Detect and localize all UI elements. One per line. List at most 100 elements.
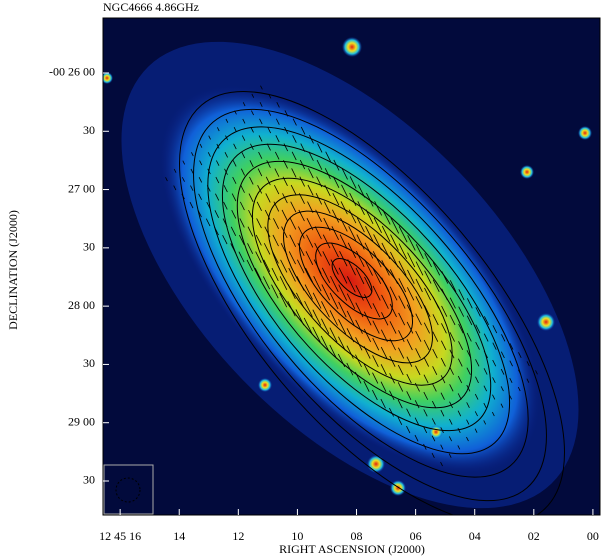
vector bbox=[457, 393, 462, 400]
vector bbox=[475, 376, 479, 384]
vector bbox=[449, 418, 453, 425]
vector bbox=[273, 218, 279, 229]
vector bbox=[365, 226, 374, 242]
vector bbox=[323, 201, 331, 214]
vector bbox=[280, 242, 288, 256]
vector bbox=[475, 324, 481, 334]
vector bbox=[287, 284, 296, 299]
vector bbox=[355, 354, 362, 368]
vector bbox=[233, 127, 237, 132]
vector bbox=[258, 135, 263, 142]
vector bbox=[296, 276, 305, 291]
vector bbox=[240, 185, 245, 193]
x-tick-label: 14 bbox=[173, 529, 185, 543]
vector bbox=[339, 251, 348, 267]
vector bbox=[303, 317, 313, 335]
vector bbox=[432, 383, 437, 392]
vector bbox=[492, 359, 497, 367]
vector bbox=[246, 259, 253, 272]
star bbox=[103, 72, 113, 84]
vector bbox=[457, 410, 462, 417]
vector bbox=[364, 294, 372, 309]
vector bbox=[390, 251, 399, 268]
vector bbox=[509, 360, 513, 367]
vector bbox=[274, 184, 280, 195]
y-tick-label: 30 bbox=[83, 240, 95, 254]
vector bbox=[232, 176, 237, 184]
vector bbox=[199, 143, 203, 148]
vector bbox=[214, 226, 219, 236]
contour bbox=[315, 242, 393, 320]
vector bbox=[390, 234, 399, 251]
vector bbox=[407, 235, 416, 251]
vector bbox=[349, 176, 357, 189]
vector bbox=[264, 226, 271, 238]
vector bbox=[440, 340, 447, 351]
vector bbox=[356, 234, 365, 250]
vector bbox=[389, 321, 397, 334]
vector bbox=[214, 210, 220, 218]
vector bbox=[492, 377, 496, 384]
vector bbox=[492, 325, 498, 334]
star bbox=[578, 126, 592, 140]
vector bbox=[314, 242, 322, 257]
vector bbox=[282, 176, 288, 186]
vector bbox=[373, 217, 382, 233]
vector bbox=[372, 251, 382, 268]
vector bbox=[466, 367, 471, 375]
vector bbox=[366, 192, 374, 207]
vector bbox=[281, 226, 288, 238]
star bbox=[429, 425, 443, 439]
vector bbox=[349, 192, 357, 206]
vector bbox=[397, 399, 403, 409]
vector bbox=[381, 225, 391, 242]
star bbox=[537, 313, 555, 331]
vector bbox=[398, 330, 405, 342]
vector bbox=[297, 226, 305, 239]
vector bbox=[432, 331, 439, 342]
vector bbox=[299, 159, 306, 170]
vector bbox=[256, 201, 262, 211]
vector bbox=[292, 135, 297, 143]
vector bbox=[331, 242, 339, 258]
vector bbox=[474, 411, 478, 417]
vector bbox=[300, 143, 306, 152]
vector bbox=[431, 452, 435, 458]
vector bbox=[224, 151, 228, 158]
vector bbox=[381, 242, 391, 260]
vector bbox=[380, 346, 388, 359]
y-tick-label: 28 00 bbox=[68, 298, 95, 312]
vector bbox=[305, 251, 314, 265]
vector bbox=[325, 151, 331, 162]
x-tick-label: 02 bbox=[528, 529, 540, 543]
vector bbox=[440, 444, 444, 450]
vector bbox=[381, 312, 389, 326]
vector bbox=[208, 135, 211, 140]
vector bbox=[320, 318, 330, 335]
vector bbox=[330, 275, 339, 293]
vector bbox=[364, 276, 373, 293]
vector bbox=[372, 389, 378, 401]
vector bbox=[332, 192, 340, 206]
vector bbox=[249, 160, 254, 168]
vector bbox=[423, 339, 430, 351]
vector bbox=[216, 127, 220, 132]
y-tick-label: 30 bbox=[83, 473, 95, 487]
vector bbox=[249, 176, 254, 185]
vector bbox=[491, 411, 495, 417]
vector bbox=[423, 443, 427, 450]
vector bbox=[372, 320, 380, 334]
vector bbox=[198, 193, 202, 200]
vector bbox=[380, 381, 387, 392]
vector bbox=[324, 168, 331, 179]
vector bbox=[389, 407, 395, 417]
y-tick-label: 30 bbox=[83, 123, 95, 137]
vector bbox=[305, 267, 313, 283]
vector bbox=[215, 176, 220, 184]
vector bbox=[372, 372, 379, 384]
vector bbox=[509, 377, 513, 383]
vector bbox=[406, 287, 415, 301]
vector bbox=[457, 375, 463, 384]
vector bbox=[241, 151, 246, 159]
vector bbox=[258, 151, 263, 159]
